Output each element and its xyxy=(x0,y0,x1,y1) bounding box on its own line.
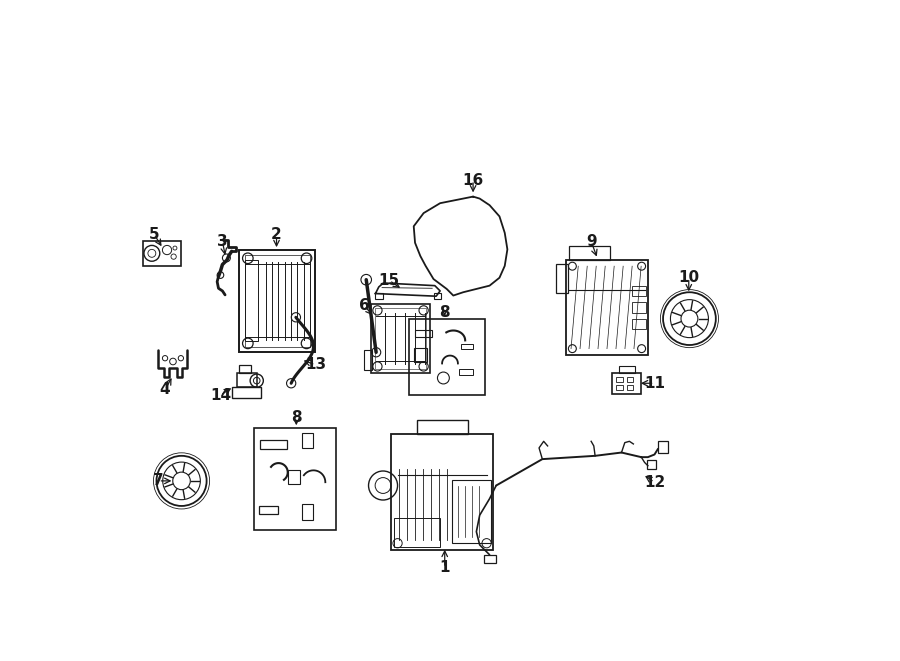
Bar xyxy=(245,260,257,341)
Text: 11: 11 xyxy=(644,375,665,391)
Text: 9: 9 xyxy=(586,234,597,249)
Bar xyxy=(417,420,468,434)
Text: 10: 10 xyxy=(679,270,699,286)
Bar xyxy=(254,428,337,530)
Bar xyxy=(632,286,646,296)
Bar xyxy=(453,480,491,543)
Bar xyxy=(658,441,669,453)
Text: 2: 2 xyxy=(271,227,282,243)
Bar xyxy=(239,250,315,352)
Bar xyxy=(374,308,427,369)
Bar xyxy=(619,366,634,373)
Bar xyxy=(646,460,656,469)
Bar xyxy=(626,377,634,382)
Bar xyxy=(626,385,634,390)
Bar xyxy=(391,434,493,550)
Bar xyxy=(434,293,441,299)
Text: 8: 8 xyxy=(291,410,302,425)
Text: 15: 15 xyxy=(379,273,400,288)
Bar xyxy=(364,350,373,370)
Bar xyxy=(484,555,496,563)
Bar xyxy=(459,369,473,375)
Text: 13: 13 xyxy=(305,358,326,372)
Text: 4: 4 xyxy=(159,382,170,397)
Bar xyxy=(461,344,473,349)
Bar xyxy=(414,348,427,362)
Bar xyxy=(566,260,648,355)
Text: 12: 12 xyxy=(644,475,665,490)
Bar xyxy=(632,319,646,329)
Bar xyxy=(302,433,313,447)
Bar xyxy=(569,247,610,260)
Text: 8: 8 xyxy=(439,305,450,319)
Bar xyxy=(237,373,256,387)
Bar xyxy=(142,241,181,266)
Text: 1: 1 xyxy=(439,561,450,576)
Text: 6: 6 xyxy=(359,298,370,313)
Text: 7: 7 xyxy=(153,473,164,488)
Bar xyxy=(302,504,313,520)
Bar xyxy=(616,377,623,382)
Bar xyxy=(616,385,623,390)
Text: 3: 3 xyxy=(217,234,228,249)
Bar xyxy=(232,387,261,398)
Bar xyxy=(632,302,646,313)
Text: 5: 5 xyxy=(149,227,160,243)
Bar xyxy=(238,365,251,373)
Bar xyxy=(612,373,642,394)
Bar xyxy=(556,264,568,293)
Text: 14: 14 xyxy=(210,387,231,403)
Bar xyxy=(416,330,432,337)
Bar xyxy=(245,255,310,346)
Bar xyxy=(260,440,287,449)
Bar xyxy=(409,319,484,395)
Bar xyxy=(394,518,440,547)
Bar xyxy=(259,506,277,514)
Text: 16: 16 xyxy=(463,173,483,188)
Bar xyxy=(371,304,430,373)
Bar xyxy=(288,470,301,485)
Bar xyxy=(375,293,383,299)
